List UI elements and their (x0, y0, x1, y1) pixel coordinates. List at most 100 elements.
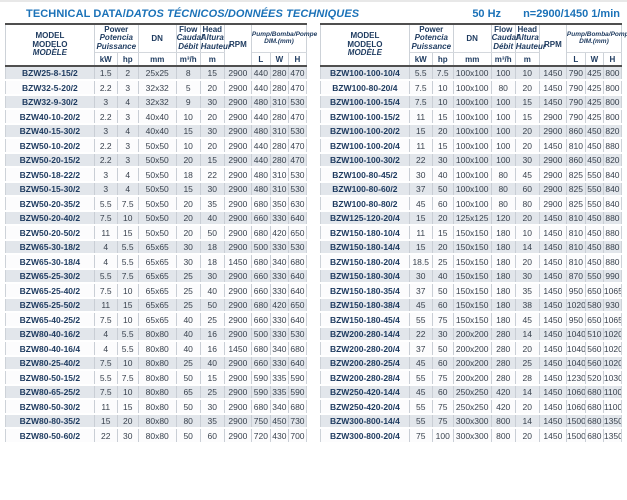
col-header-dn: DN (138, 24, 177, 54)
cell-model: BZW300-800-14/4 (320, 413, 410, 430)
cell-power-kw: 2.2 (94, 109, 118, 125)
cell-power-hp: 20 (432, 123, 454, 140)
table-row: BZW100-100-15/2 11 15 100x100 100 15 2900 790 42… (320, 109, 622, 125)
cell-power-kw: 45 (409, 384, 433, 401)
col-header-model-es: MODELO (347, 39, 383, 49)
cell-head: 20 (515, 210, 540, 227)
cell-dim-h: 530 (288, 326, 307, 343)
cell-dim-w: 520 (585, 370, 604, 386)
cell-power-hp: 50 (432, 181, 454, 198)
cell-head: 30 (515, 268, 540, 285)
cell-model: BZW200-280-28/4 (320, 370, 410, 386)
table-row: BZW80-50-30/2 11 15 80x80 50 30 2900 680 340 680 (5, 399, 307, 415)
unit-dim-w: W (270, 52, 289, 67)
cell-model: BZW100-100-10/4 (320, 65, 410, 82)
cell-model: BZW50-10-20/2 (5, 138, 95, 154)
cell-flow: 180 (491, 239, 516, 256)
cell-flow: 100 (491, 138, 516, 154)
cell-power-hp: 75 (432, 399, 454, 415)
cell-power-hp: 15 (432, 109, 454, 125)
cell-flow: 18 (176, 167, 201, 183)
cell-dim-w: 330 (270, 210, 289, 227)
cell-power-kw: 4 (94, 239, 118, 256)
cell-dim-h: 530 (288, 123, 307, 140)
cell-rpm: 1450 (539, 210, 567, 227)
cell-power-hp: 15 (117, 225, 139, 241)
cell-dim-l: 660 (251, 283, 271, 299)
cell-power-hp: 15 (117, 399, 139, 415)
cell-flow: 30 (176, 239, 201, 256)
cell-dim-l: 590 (251, 384, 271, 401)
cell-power-kw: 5.5 (94, 268, 118, 285)
cell-dim-w: 340 (270, 399, 289, 415)
cell-dim-w: 340 (270, 254, 289, 270)
cell-dim-l: 660 (251, 355, 271, 372)
page-title-intl: DATOS TÉCNICOS/DONNÉES TECHNIQUES (125, 8, 360, 20)
cell-power-hp: 30 (432, 326, 454, 343)
cell-dim-w: 680 (585, 399, 604, 415)
table-row: BZW100-100-20/2 15 20 100x100 100 20 2900 860 45… (320, 123, 622, 140)
cell-dim-l: 1040 (566, 326, 586, 343)
table-header: MODEL MODELO MODÈLE Power Potencia Puiss… (5, 24, 317, 67)
cell-dim-l: 440 (251, 65, 271, 82)
cell-dim-l: 810 (566, 210, 586, 227)
cell-power-hp: 30 (117, 428, 139, 444)
table-row: BZW50-20-50/2 11 15 50x50 20 50 2900 680 420 650 (5, 225, 307, 241)
cell-dn: 100x100 (453, 138, 492, 154)
cell-power-hp: 15 (432, 138, 454, 154)
cell-dim-h: 530 (288, 181, 307, 198)
col-header-model: MODEL MODELO MODÈLE (320, 24, 410, 67)
cell-power-hp: 7.5 (432, 65, 454, 82)
cell-dim-w: 310 (270, 123, 289, 140)
cell-dn: 50x50 (138, 196, 177, 212)
cell-power-kw: 7.5 (409, 94, 433, 111)
cell-power-kw: 11 (94, 225, 118, 241)
table-row: BZW65-30-18/4 4 5.5 65x65 30 18 1450 680 340 680 (5, 254, 307, 270)
cell-dim-h: 1350 (603, 413, 622, 430)
speed-label: n=2900/1450 1/min (523, 8, 620, 20)
cell-rpm: 1450 (539, 268, 567, 285)
cell-flow: 15 (176, 181, 201, 198)
cell-model: BZW250-420-14/4 (320, 384, 410, 401)
cell-model: BZW50-20-40/2 (5, 210, 95, 227)
cell-power-hp: 10 (117, 283, 139, 299)
cell-dim-h: 880 (603, 254, 622, 270)
cell-rpm: 1450 (539, 80, 567, 96)
cell-dim-h: 530 (288, 167, 307, 183)
cell-power-hp: 3 (117, 80, 139, 96)
cell-dim-w: 330 (270, 326, 289, 343)
cell-rpm: 2900 (224, 312, 252, 328)
cell-dn: 100x100 (453, 167, 492, 183)
cell-dim-h: 680 (288, 341, 307, 357)
col-header-model: MODEL MODELO MODÈLE (5, 24, 95, 67)
cell-rpm: 2900 (539, 167, 567, 183)
cell-power-hp: 4 (117, 181, 139, 198)
cell-flow: 25 (176, 355, 201, 372)
cell-head: 10 (515, 65, 540, 82)
table-row: BZW32-9-30/2 3 4 32x32 9 30 2900 480 310 530 (5, 94, 307, 111)
cell-power-kw: 15 (409, 239, 433, 256)
cell-power-hp: 4 (117, 94, 139, 111)
cell-dim-h: 1065 (603, 312, 622, 328)
unit-m: m (515, 52, 540, 67)
cell-dim-w: 335 (270, 384, 289, 401)
cell-dim-h: 640 (288, 283, 307, 299)
cell-dim-w: 420 (270, 225, 289, 241)
cell-dn: 100x100 (453, 65, 492, 82)
cell-model: BZW200-280-14/4 (320, 326, 410, 343)
cell-dim-w: 350 (270, 196, 289, 212)
cell-dim-w: 310 (270, 94, 289, 111)
cell-power-hp: 10 (117, 355, 139, 372)
cell-model: BZW100-100-30/2 (320, 152, 410, 169)
cell-model: BZW100-80-80/2 (320, 196, 410, 212)
table-row: BZW50-20-15/2 2.2 3 50x50 20 15 2900 440 280 470 (5, 152, 307, 169)
cell-dim-h: 880 (603, 210, 622, 227)
cell-dim-w: 550 (585, 167, 604, 183)
cell-rpm: 2900 (224, 384, 252, 401)
cell-dim-w: 450 (585, 152, 604, 169)
cell-model: BZW50-20-15/2 (5, 152, 95, 169)
cell-head: 60 (200, 428, 225, 444)
cell-model: BZW100-80-45/2 (320, 167, 410, 183)
col-header-rpm: RPM (224, 24, 252, 67)
col-header-power-fr: Puissance (96, 41, 137, 51)
